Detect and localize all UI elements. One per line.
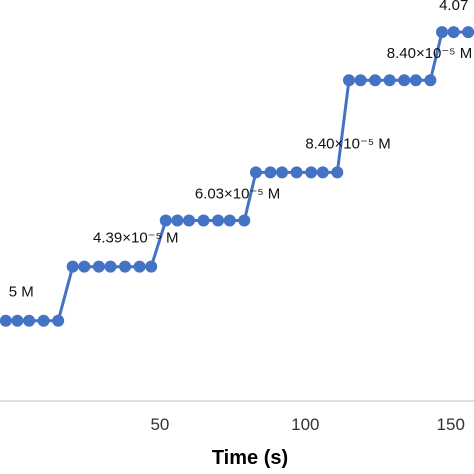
- data-point: [369, 74, 382, 87]
- x-tick-label: 50: [150, 415, 169, 434]
- data-point: [290, 166, 303, 179]
- data-point: [436, 26, 449, 39]
- data-point: [37, 314, 50, 327]
- data-point: [398, 74, 411, 87]
- annotation-label: 4.39×10⁻⁵ M: [93, 230, 178, 247]
- data-point: [133, 260, 146, 273]
- x-axis-title: Time (s): [212, 447, 288, 469]
- data-point: [183, 214, 196, 227]
- data-point: [238, 214, 251, 227]
- data-point: [104, 260, 117, 273]
- data-point: [462, 26, 474, 39]
- annotation-label: 8.40×10⁻⁵ M: [387, 45, 472, 62]
- annotation-label: 4.07: [439, 0, 468, 14]
- annotation-label: 6.03×10⁻⁵ M: [195, 185, 280, 202]
- x-tick-label: 100: [291, 415, 319, 434]
- data-point: [409, 74, 422, 87]
- data-point: [342, 74, 355, 87]
- data-point: [223, 214, 236, 227]
- data-point: [305, 166, 318, 179]
- data-point: [145, 260, 158, 273]
- data-point: [383, 74, 396, 87]
- data-points: [0, 26, 474, 327]
- data-point: [92, 260, 105, 273]
- data-point: [249, 166, 262, 179]
- data-point: [171, 214, 184, 227]
- annotation-label: 8.40×10⁻⁵ M: [305, 135, 390, 152]
- x-tick-label: 150: [437, 415, 465, 434]
- series-line: [5, 30, 469, 323]
- data-point: [11, 314, 24, 327]
- data-point: [264, 166, 277, 179]
- annotations: 5 M 4.39×10⁻⁵ M 6.03×10⁻⁵ M 8.40×10⁻⁵ M 8.40…: [9, 0, 472, 301]
- data-point: [212, 214, 225, 227]
- data-point: [354, 74, 367, 87]
- data-point: [66, 260, 79, 273]
- x-tick-labels: 50 100 150: [150, 415, 464, 434]
- data-point: [0, 314, 12, 327]
- data-point: [316, 166, 329, 179]
- data-point: [23, 314, 36, 327]
- data-point: [52, 314, 65, 327]
- data-point: [197, 214, 210, 227]
- data-point: [78, 260, 91, 273]
- data-point: [119, 260, 132, 273]
- annotation-label: 5 M: [9, 284, 34, 301]
- data-point: [424, 74, 437, 87]
- data-point: [331, 166, 344, 179]
- data-point: [276, 166, 289, 179]
- data-point: [447, 26, 460, 39]
- data-point: [159, 214, 172, 227]
